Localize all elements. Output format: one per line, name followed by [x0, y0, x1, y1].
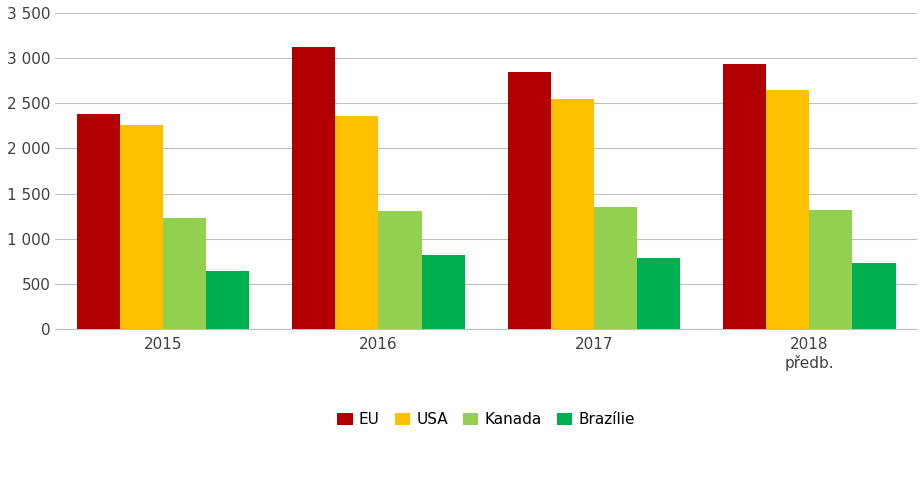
Bar	[77, 114, 120, 329]
Bar	[507, 72, 551, 329]
Legend: EU, USA, Kanada, Brazílie: EU, USA, Kanada, Brazílie	[331, 406, 641, 433]
Bar	[206, 271, 249, 329]
Bar	[809, 210, 853, 329]
Bar	[594, 207, 637, 329]
Bar	[335, 116, 379, 329]
Bar	[637, 258, 680, 329]
Bar	[723, 64, 766, 329]
Bar	[551, 99, 594, 329]
Bar	[292, 47, 335, 329]
Bar	[163, 218, 206, 329]
Bar	[120, 125, 163, 329]
Bar	[421, 255, 465, 329]
Bar	[853, 263, 895, 329]
Bar	[379, 211, 421, 329]
Bar	[766, 90, 809, 329]
